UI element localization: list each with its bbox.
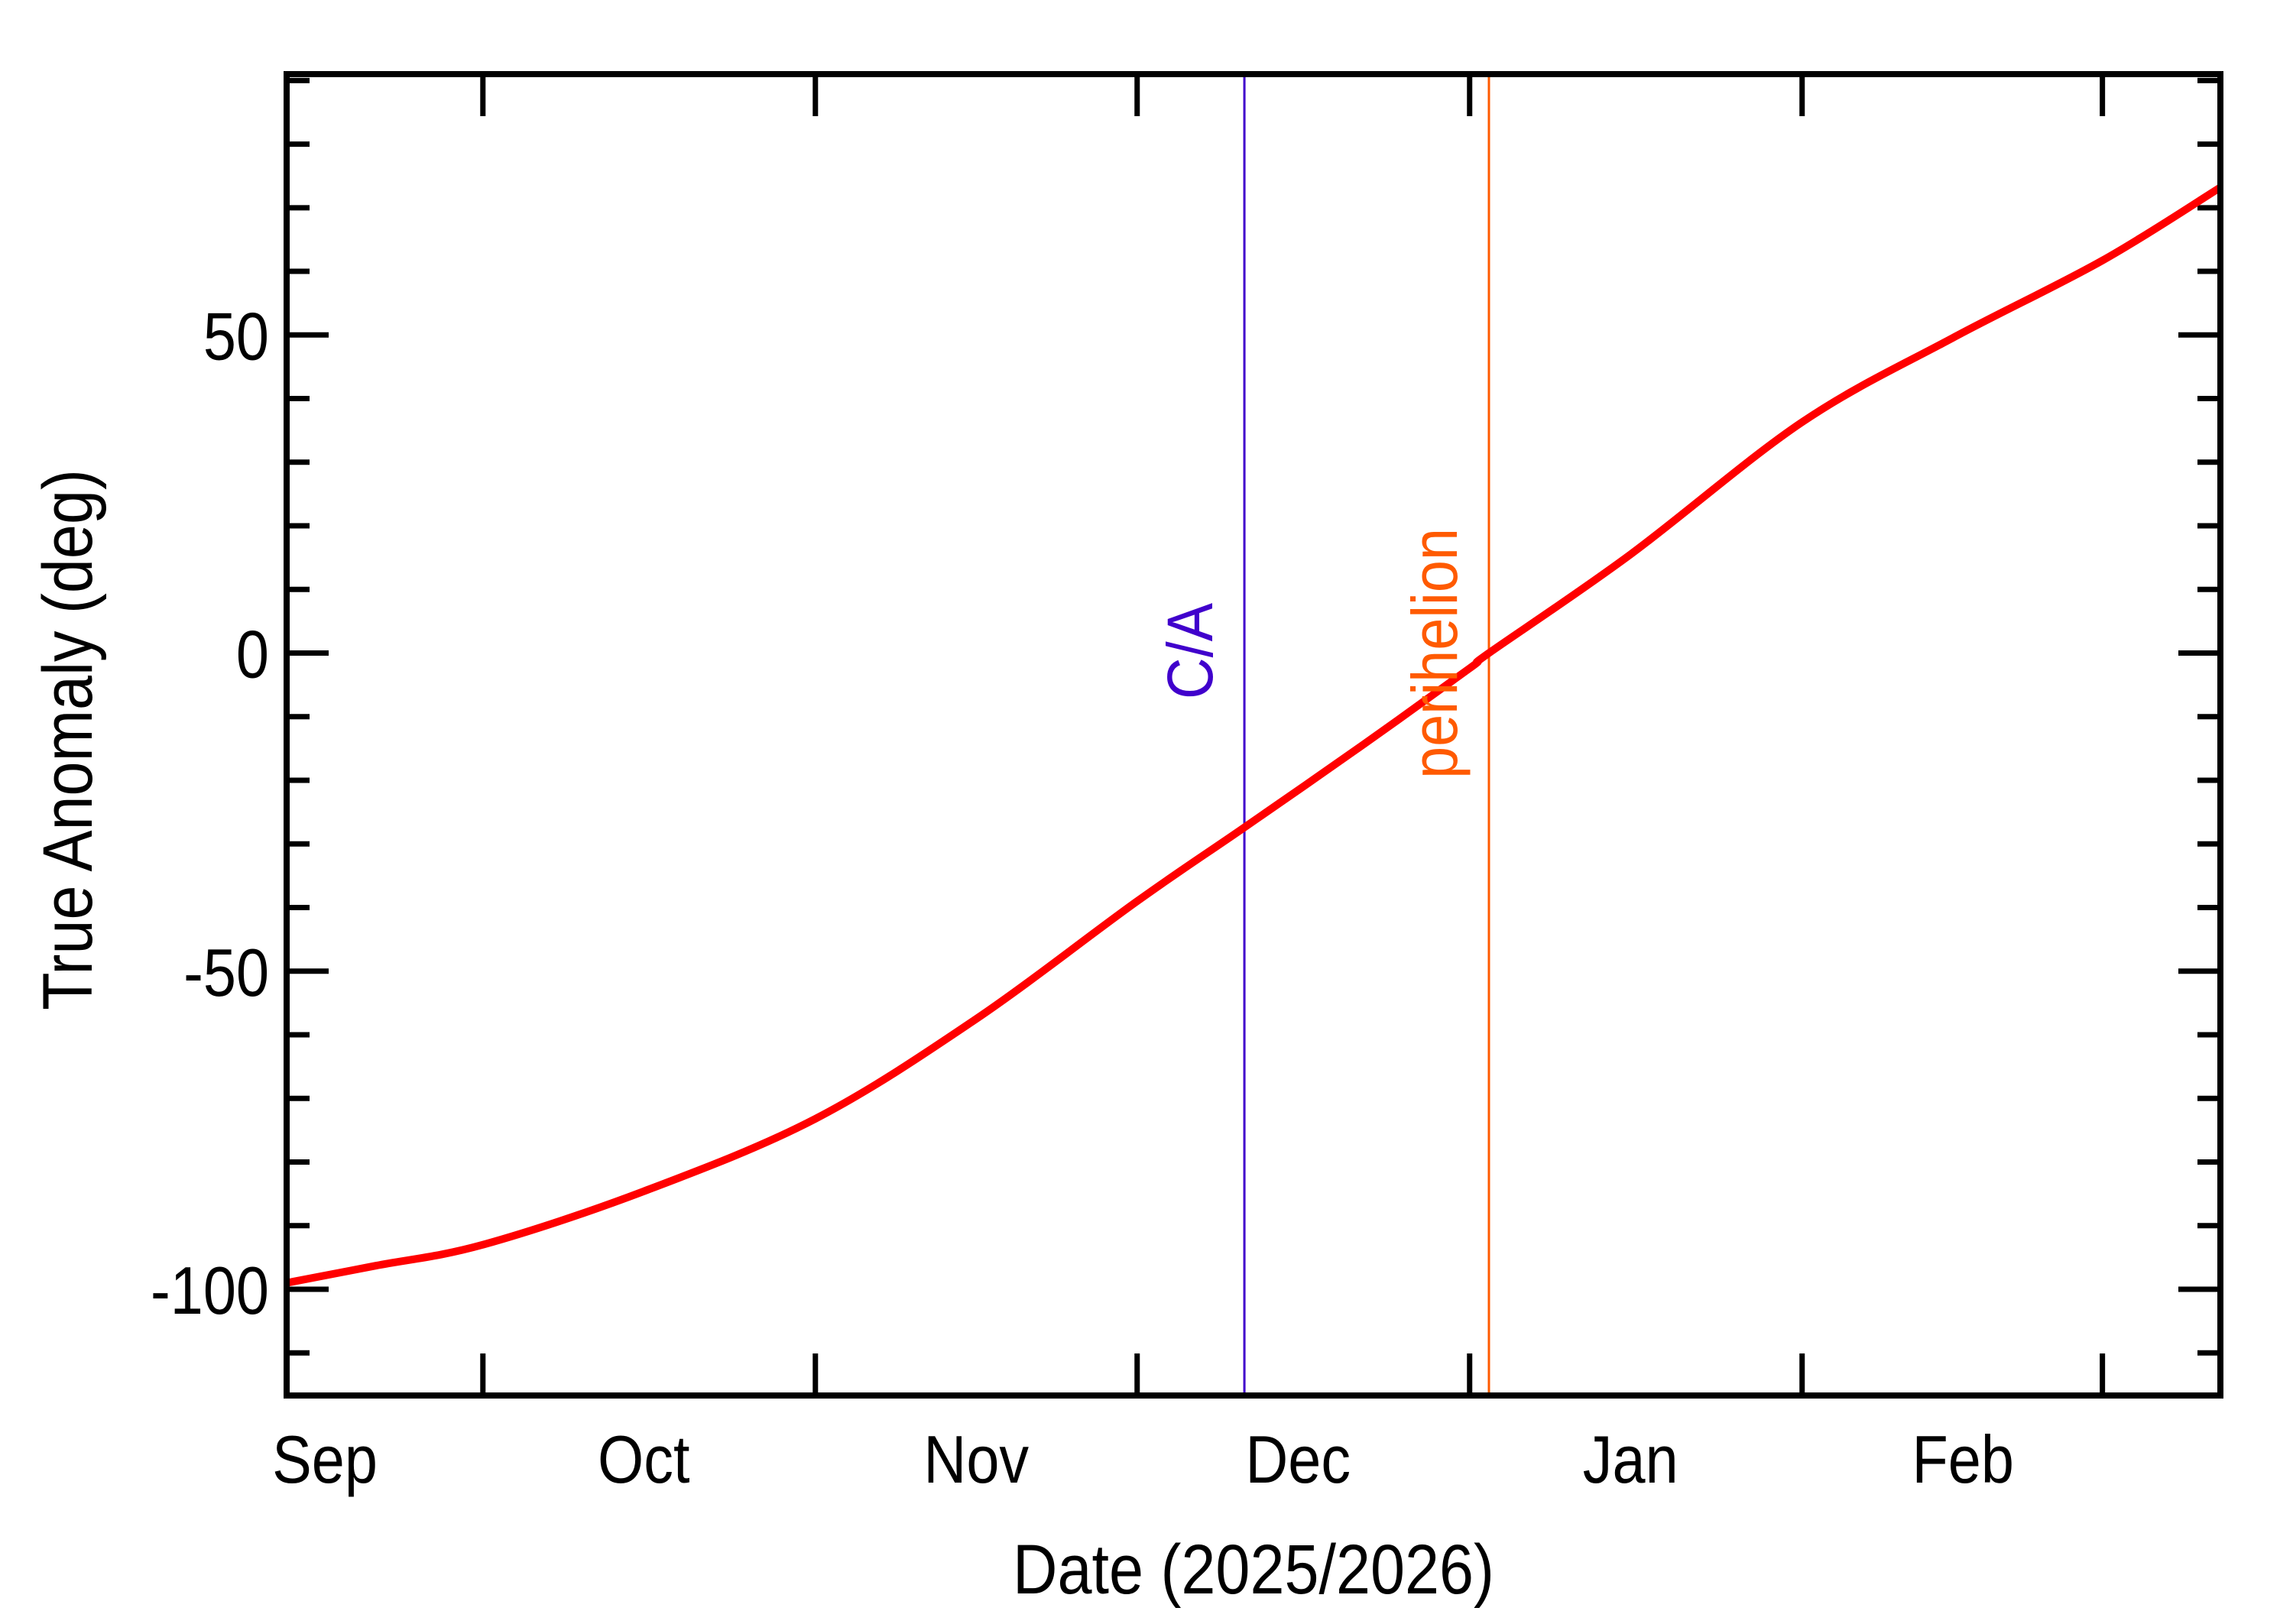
y-tick-label: 0: [236, 617, 269, 692]
true-anomaly-curve: [286, 183, 2223, 1287]
x-axis-title: Date (2025/2026): [1013, 1531, 1494, 1609]
x-tick-label: Sep: [272, 1421, 378, 1497]
y-axis-title: True Anomaly (deg): [29, 469, 107, 1010]
x-tick-label: Jan: [1583, 1421, 1678, 1497]
close-approach-label: C/A: [1154, 602, 1226, 699]
plot-frame: [284, 71, 2223, 1399]
y-tick-label: 50: [203, 299, 269, 374]
event-marker-labels: C/A perihelion: [1154, 528, 1470, 779]
x-tick-label: Nov: [923, 1421, 1029, 1497]
y-tick-label: -100: [151, 1253, 269, 1328]
x-tick-label: Feb: [1912, 1421, 2014, 1497]
y-tick-label: -50: [183, 935, 269, 1010]
x-tick-label: Oct: [598, 1421, 689, 1497]
perihelion-label: perihelion: [1399, 528, 1471, 779]
axis-ticks: [287, 74, 2220, 1395]
x-tick-labels: Sep Oct Nov Dec Jan Feb: [272, 1421, 2014, 1497]
event-markers: [1243, 74, 1490, 1395]
x-tick-label: Dec: [1245, 1421, 1351, 1497]
y-tick-labels: -100 -50 0 50: [151, 299, 269, 1328]
